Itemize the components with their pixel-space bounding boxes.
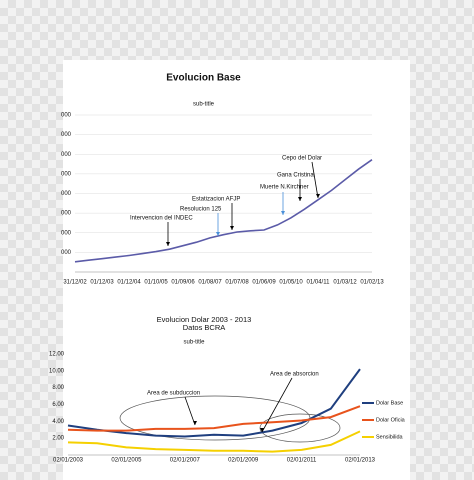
y-tick-label: 000 xyxy=(61,171,72,177)
arrow-head xyxy=(216,232,220,236)
y-tick-label: 6.00 xyxy=(52,402,64,408)
legend-label: Dolar Oficia xyxy=(376,417,406,423)
legend-label: Dolar Base xyxy=(376,400,403,406)
x-tick-label: 02/01/2007 xyxy=(170,458,201,464)
legend-label: Sensibilida xyxy=(376,434,404,440)
chart-title: Evolucion Base xyxy=(166,73,241,84)
y-tick-label: 2.00 xyxy=(52,436,64,442)
y-tick-label: 000 xyxy=(61,113,72,119)
chart-subtitle: sub-title xyxy=(183,340,205,346)
arrow-head xyxy=(281,211,285,215)
annotation-arrow xyxy=(261,377,293,433)
y-tick-label: 4.00 xyxy=(52,419,64,425)
chart-title: Datos BCRA xyxy=(183,323,226,332)
y-tick-label: 000 xyxy=(61,250,72,256)
page-sheet xyxy=(63,60,410,480)
annotation: Estatizacion AFJP xyxy=(192,197,240,203)
x-tick-label: 01/10/05 xyxy=(144,280,168,286)
y-tick-label: 000 xyxy=(61,230,72,236)
x-tick-label: 01/12/03 xyxy=(90,280,114,286)
line-series xyxy=(74,159,373,263)
x-tick-label: 02/01/2011 xyxy=(287,458,317,464)
line-series xyxy=(67,368,361,438)
x-tick-label: 01/07/08 xyxy=(225,280,249,286)
y-tick-label: 000 xyxy=(61,152,72,158)
x-tick-label: 01/06/09 xyxy=(252,280,276,286)
x-tick-label: 01/03/12 xyxy=(333,280,357,286)
y-tick-label: 000 xyxy=(61,132,72,138)
arrow-head xyxy=(166,242,170,246)
annotation: Muerte N.Kirchner xyxy=(260,185,309,191)
annotation: Intervencion del INDEC xyxy=(130,216,193,222)
chart-title: Evolucion Dolar 2003 - 2013 xyxy=(157,315,252,324)
arrow-head xyxy=(193,421,197,425)
x-tick-label: 01/02/13 xyxy=(360,280,384,286)
annotation: Area de absorcion xyxy=(270,372,319,378)
x-tick-label: 02/01/2013 xyxy=(345,458,376,464)
annotation: Gana Cristina xyxy=(277,173,314,179)
chart-subtitle: sub-title xyxy=(193,102,215,108)
annotation: Cepo del Dolar xyxy=(282,156,322,162)
line-series xyxy=(67,430,361,453)
x-tick-label: 31/12/02 xyxy=(63,280,87,286)
x-tick-label: 01/05/10 xyxy=(279,280,303,286)
x-tick-label: 01/12/04 xyxy=(117,280,141,286)
x-tick-label: 01/08/07 xyxy=(198,280,222,286)
x-tick-label: 01/04/11 xyxy=(307,280,331,286)
line-series xyxy=(67,405,361,432)
y-tick-label: 000 xyxy=(61,211,72,217)
annotation: Area de subduccion xyxy=(147,391,200,397)
annotation: Resolucion 125 xyxy=(180,207,222,213)
x-tick-label: 02/01/2003 xyxy=(53,458,84,464)
y-tick-label: 12.00 xyxy=(49,352,65,358)
y-tick-label: 000 xyxy=(61,191,72,197)
y-tick-label: 10.00 xyxy=(49,368,65,374)
x-tick-label: 02/01/2009 xyxy=(228,458,259,464)
arrow-head xyxy=(230,226,234,230)
annotation-arrow xyxy=(184,396,196,426)
x-tick-label: 01/09/06 xyxy=(171,280,195,286)
arrow-head xyxy=(260,428,264,432)
x-tick-label: 02/01/2005 xyxy=(111,458,142,464)
y-tick-label: 8.00 xyxy=(52,385,64,391)
annotation-arrow xyxy=(311,161,319,199)
arrow-head xyxy=(298,197,302,201)
arrow-head xyxy=(316,194,320,198)
